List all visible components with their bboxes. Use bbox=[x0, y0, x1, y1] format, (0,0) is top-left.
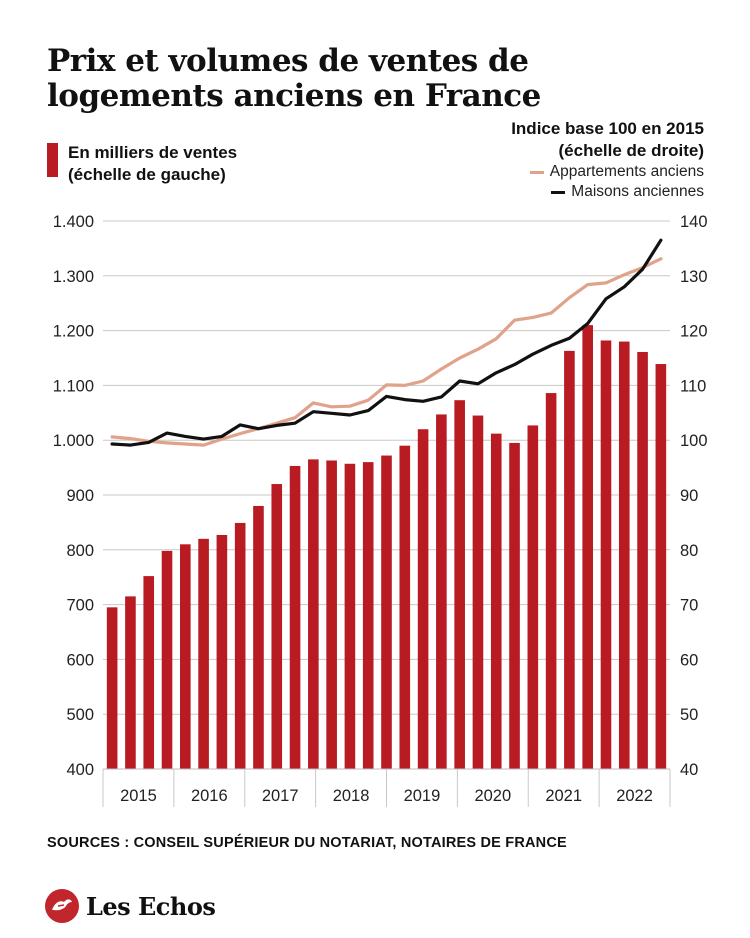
right-tick-label: 140 bbox=[680, 213, 708, 231]
right-tick-label: 50 bbox=[680, 706, 698, 724]
bar bbox=[527, 425, 539, 769]
les-echos-logo-icon bbox=[45, 889, 79, 923]
right-tick-label: 40 bbox=[680, 761, 698, 779]
bar bbox=[509, 442, 520, 769]
les-echos-logo-text: Les Echos bbox=[86, 891, 216, 921]
legend-item-maisons: Maisons anciennes bbox=[511, 182, 704, 202]
bar bbox=[106, 607, 118, 769]
bar bbox=[381, 455, 392, 769]
left-tick-label: 900 bbox=[66, 487, 94, 505]
bar bbox=[216, 535, 228, 769]
x-tick-label: 2016 bbox=[191, 787, 228, 805]
bar bbox=[436, 414, 447, 769]
series-line-appartements bbox=[110, 257, 663, 447]
bar bbox=[545, 393, 557, 769]
legend-index-scale: (échelle de droite) bbox=[558, 141, 704, 160]
bar bbox=[161, 550, 173, 769]
bar bbox=[618, 341, 630, 769]
bar bbox=[637, 351, 648, 769]
les-echos-logo: Les Echos bbox=[45, 889, 216, 923]
legend-bars-label: En milliers de ventes bbox=[68, 143, 238, 162]
bar bbox=[234, 522, 246, 769]
right-tick-label: 60 bbox=[680, 651, 698, 669]
legend-index: Indice base 100 en 2015 (échelle de droi… bbox=[511, 118, 704, 202]
right-tick-label: 120 bbox=[680, 323, 708, 341]
series-line-maisons bbox=[110, 238, 663, 447]
x-tick-label: 2019 bbox=[404, 787, 441, 805]
bar bbox=[125, 596, 136, 769]
x-tick-label: 2022 bbox=[616, 787, 653, 805]
bar bbox=[399, 445, 411, 769]
bar bbox=[655, 364, 667, 769]
left-tick-label: 800 bbox=[66, 542, 94, 560]
legend-label-appartements: Appartements anciens bbox=[549, 163, 704, 180]
legend-label-maisons: Maisons anciennes bbox=[571, 183, 704, 200]
bar bbox=[253, 505, 264, 769]
legend-bars: En milliers de ventes (échelle de gauche… bbox=[47, 142, 237, 186]
right-tick-label: 80 bbox=[680, 542, 698, 560]
legend-item-appartements: Appartements anciens bbox=[511, 162, 704, 182]
x-tick-label: 2021 bbox=[545, 787, 582, 805]
left-tick-label: 1.200 bbox=[53, 323, 94, 341]
right-tick-label: 130 bbox=[680, 268, 708, 286]
left-tick-label: 500 bbox=[66, 706, 94, 724]
left-tick-label: 700 bbox=[66, 597, 94, 615]
bar bbox=[271, 484, 283, 769]
legend-line-maisons bbox=[551, 190, 566, 194]
x-tick-label: 2020 bbox=[474, 787, 511, 805]
legend-line-appartements bbox=[529, 170, 544, 174]
chart-title: Prix et volumes de ventes de logements a… bbox=[47, 43, 541, 114]
bar bbox=[362, 462, 374, 769]
right-tick-label: 100 bbox=[680, 432, 708, 450]
left-tick-label: 1.100 bbox=[53, 377, 94, 395]
x-tick-label: 2015 bbox=[120, 787, 157, 805]
bar bbox=[417, 429, 429, 769]
bar bbox=[454, 400, 465, 769]
bar bbox=[600, 340, 612, 769]
legend-bars-scale: (échelle de gauche) bbox=[68, 165, 226, 184]
bar bbox=[180, 544, 191, 769]
bar bbox=[198, 538, 209, 769]
left-tick-label: 400 bbox=[66, 761, 94, 779]
x-tick-label: 2018 bbox=[333, 787, 370, 805]
bar bbox=[564, 350, 575, 769]
bar bbox=[326, 460, 337, 769]
bar bbox=[308, 459, 319, 769]
right-tick-label: 70 bbox=[680, 597, 698, 615]
right-tick-label: 110 bbox=[680, 377, 706, 395]
bar bbox=[472, 415, 484, 769]
left-tick-label: 600 bbox=[66, 651, 94, 669]
x-tick-label: 2017 bbox=[262, 787, 299, 805]
sources-note: SOURCES : CONSEIL SUPÉRIEUR DU NOTARIAT,… bbox=[47, 835, 567, 851]
bar bbox=[490, 433, 502, 769]
left-tick-label: 1.300 bbox=[53, 268, 94, 286]
right-tick-label: 90 bbox=[680, 487, 698, 505]
bar bbox=[143, 576, 155, 769]
bar-legend-swatch bbox=[47, 143, 58, 177]
bar bbox=[344, 463, 356, 769]
bar bbox=[582, 325, 593, 769]
legend-index-header: Indice base 100 en 2015 bbox=[511, 119, 704, 138]
bar bbox=[289, 465, 301, 769]
left-tick-label: 1.400 bbox=[53, 213, 94, 231]
left-tick-label: 1.000 bbox=[53, 432, 94, 450]
